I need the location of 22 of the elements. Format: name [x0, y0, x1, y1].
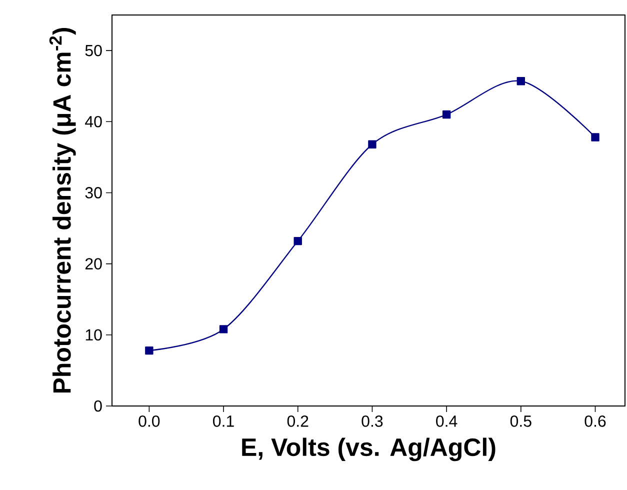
y-axis-title: Photocurrent density (μA cm$^{-2}$) — [49, 28, 76, 393]
y-tick-label: 40 — [85, 116, 102, 128]
point — [368, 140, 376, 148]
x-tick-label: 0.4 — [436, 416, 458, 427]
point — [516, 77, 526, 86]
y-tick-label: 20 — [85, 258, 102, 270]
y-tick-label: 0 — [94, 400, 102, 412]
point — [294, 236, 302, 246]
y-tick-label: 50 — [85, 44, 102, 56]
x-tick-label: 0.3 — [362, 416, 383, 427]
x-tick-label: 0.1 — [213, 416, 234, 427]
point — [145, 346, 154, 355]
x-tick-label: 0.2 — [287, 416, 308, 427]
x-tick-label: 0.0 — [138, 416, 160, 427]
y-tick-label: 10 — [86, 329, 102, 341]
x-tick-label: 0.6 — [584, 416, 606, 427]
point — [219, 325, 228, 334]
point — [442, 110, 451, 119]
x-tick-label: 0.5 — [510, 416, 532, 427]
y-tick-label: 30 — [85, 187, 102, 198]
point — [591, 133, 600, 142]
x-axis-title: E, Volts (vs. Ag/AgCl) — [242, 438, 496, 462]
